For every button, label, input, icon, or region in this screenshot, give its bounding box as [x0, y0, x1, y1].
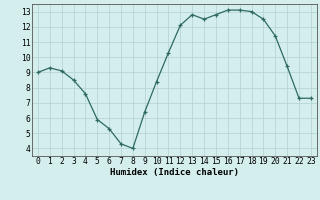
- X-axis label: Humidex (Indice chaleur): Humidex (Indice chaleur): [110, 168, 239, 177]
